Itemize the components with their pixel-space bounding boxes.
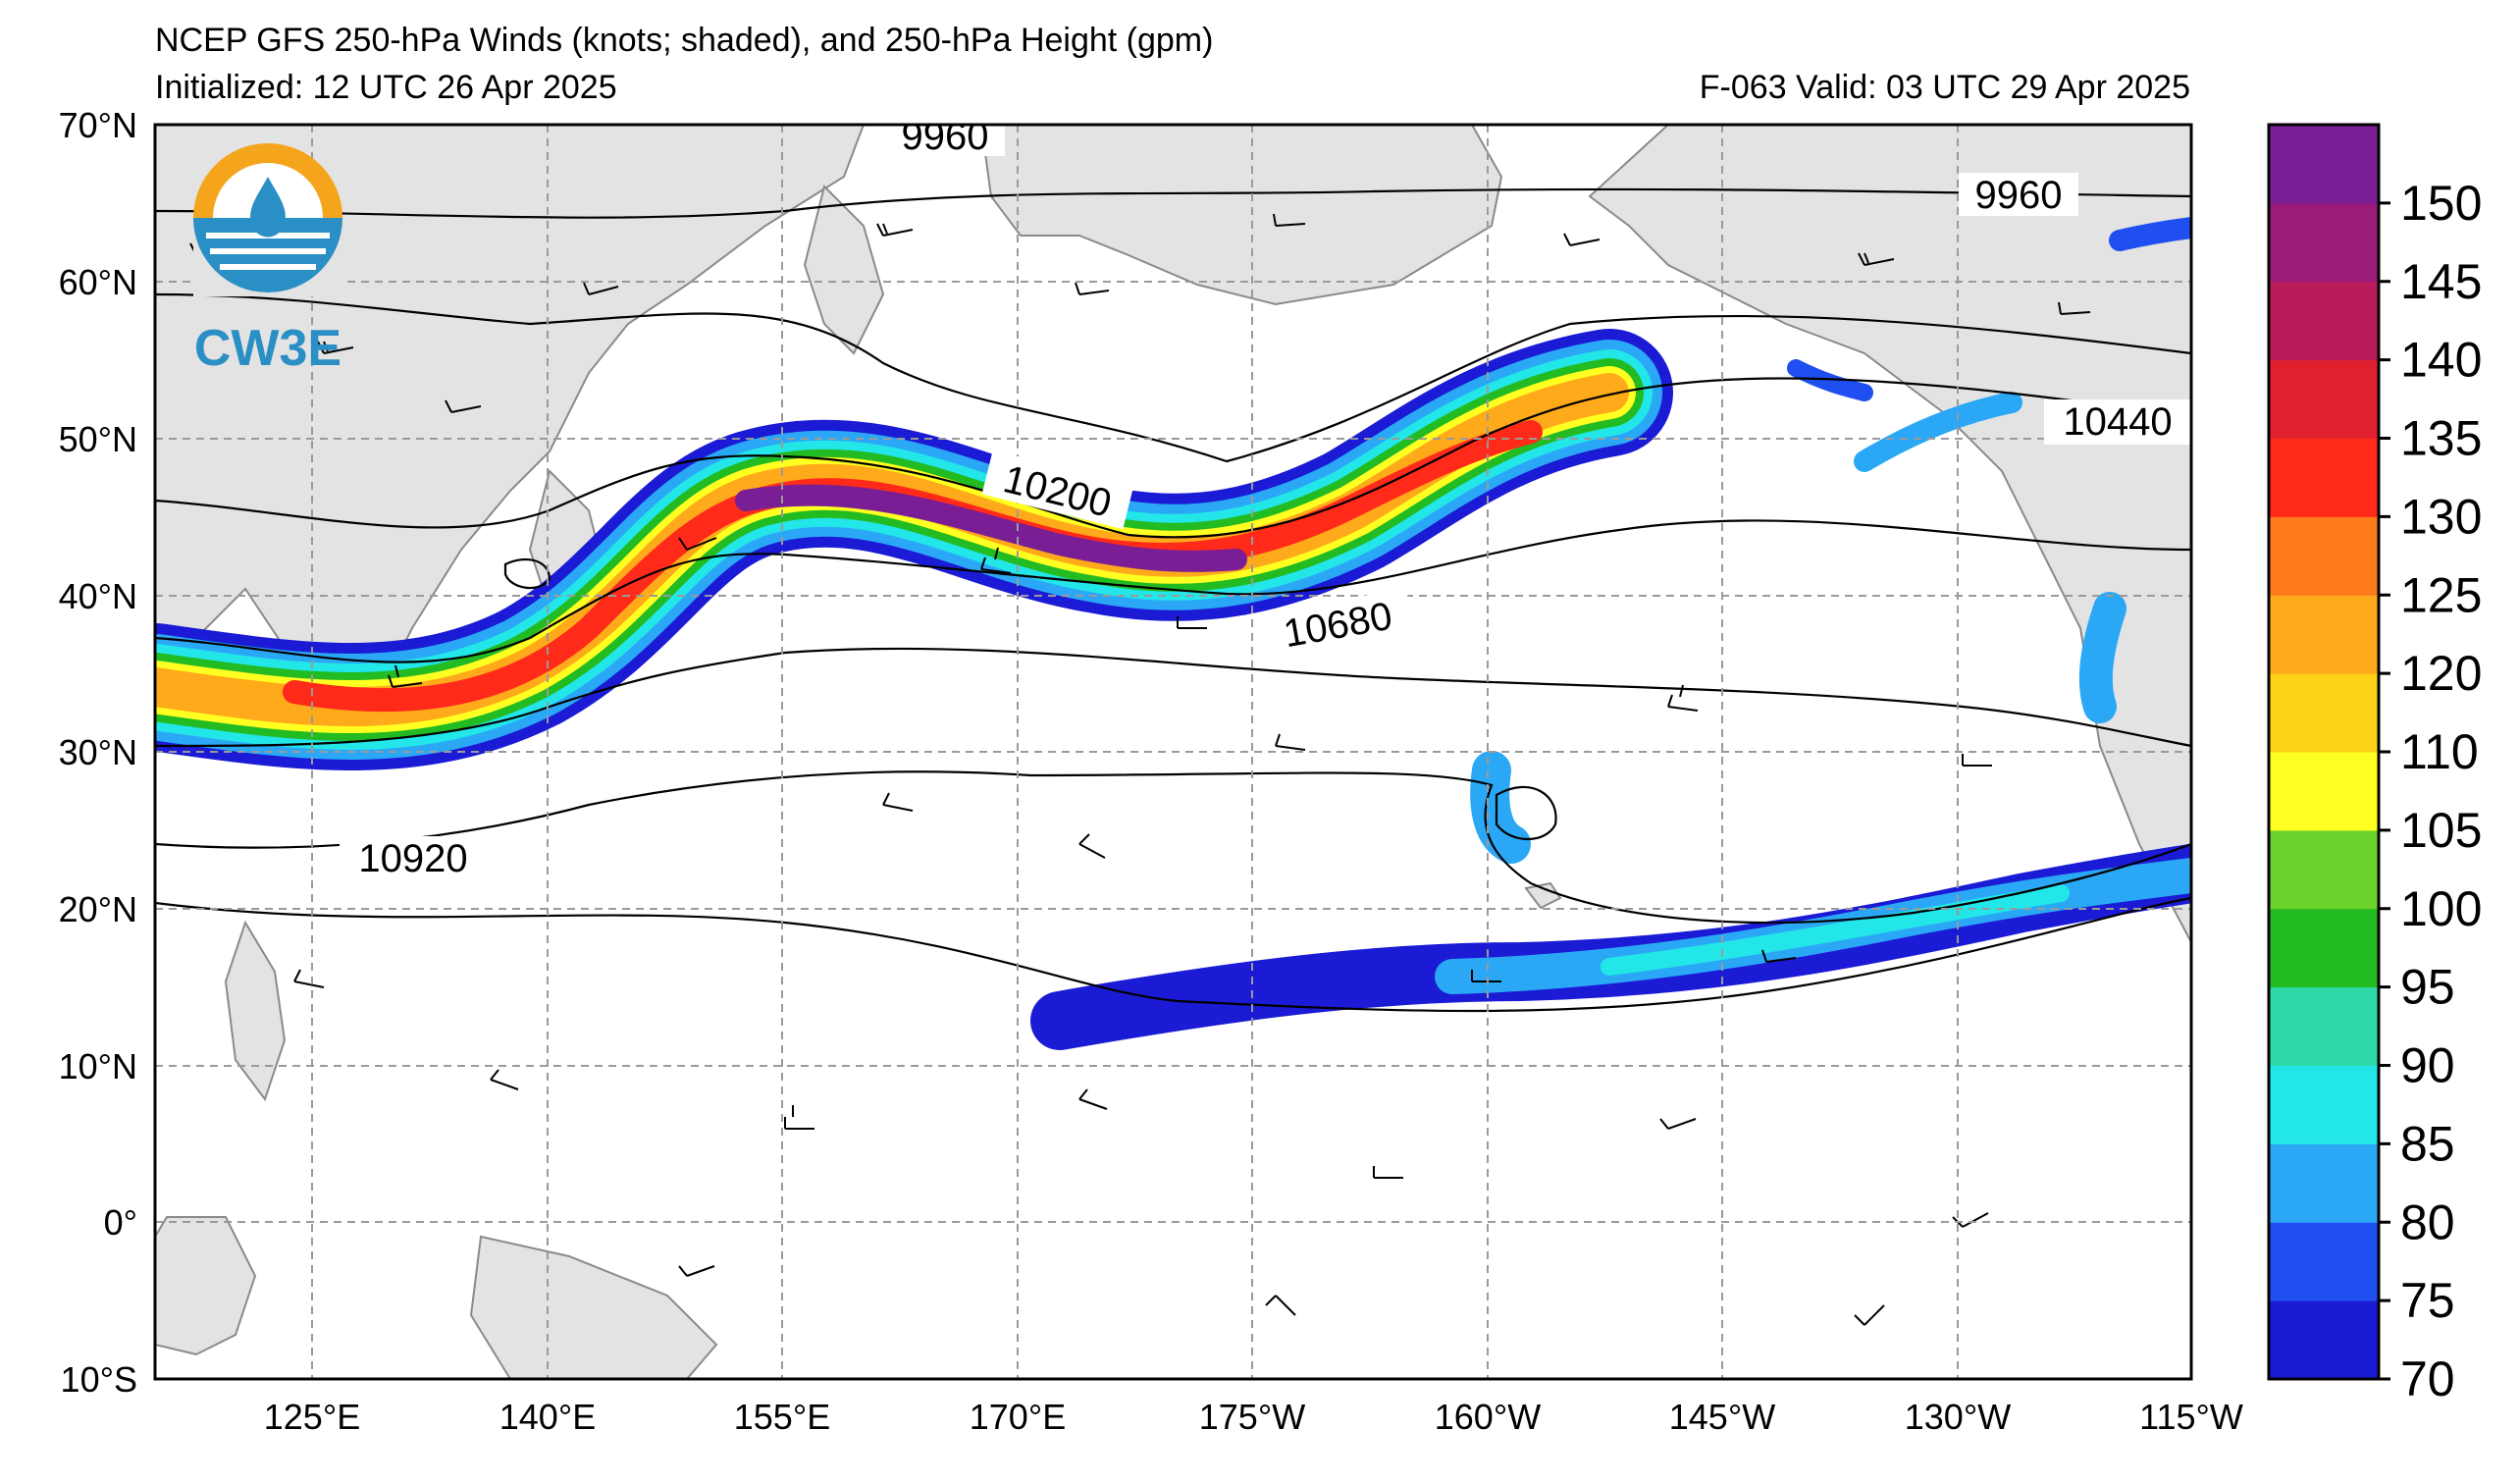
colorbar-segment xyxy=(2269,1222,2379,1301)
colorbar-tick-label: 90 xyxy=(2400,1038,2455,1093)
lat-label-30n: 30°N xyxy=(59,732,137,772)
colorbar-segment xyxy=(2269,752,2379,831)
lat-label-0: 0° xyxy=(104,1202,137,1243)
colorbar-tick-label: 135 xyxy=(2400,411,2482,466)
colorbar-tick-label: 130 xyxy=(2400,489,2482,544)
lat-label-10s: 10°S xyxy=(61,1359,137,1400)
lon-label-175w: 175°W xyxy=(1199,1397,1305,1437)
colorbar-tick-label: 70 xyxy=(2400,1351,2455,1406)
wind-speed-shading xyxy=(155,217,2191,1050)
colorbar-segment xyxy=(2269,1143,2379,1223)
lat-label-20n: 20°N xyxy=(59,889,137,929)
lat-lon-grid xyxy=(155,125,2191,1379)
lon-label-140e: 140°E xyxy=(499,1397,596,1437)
lon-label-155e: 155°E xyxy=(734,1397,830,1437)
contour-label-9960-b: 9960 xyxy=(1975,174,2063,217)
cw3e-logo: CW3E xyxy=(193,143,342,377)
contour-label-10440: 10440 xyxy=(2063,400,2172,444)
map-frame xyxy=(153,123,2193,1381)
colorbar-tick-label: 110 xyxy=(2400,724,2479,779)
lat-label-50n: 50°N xyxy=(59,419,137,459)
lat-label-60n: 60°N xyxy=(59,262,137,302)
height-contours xyxy=(155,187,2191,1013)
colorbar-segment xyxy=(2269,359,2379,439)
colorbar-segment xyxy=(2269,595,2379,674)
lat-label-70n: 70°N xyxy=(59,105,137,145)
colorbar-tick-label: 100 xyxy=(2400,881,2482,936)
colorbar-segment xyxy=(2269,438,2379,517)
logo-text: CW3E xyxy=(194,320,341,377)
colorbar-segment xyxy=(2269,908,2379,988)
land-alaska xyxy=(979,125,1503,306)
colorbar-segment xyxy=(2269,829,2379,910)
contour-label-9960-a: 9960 xyxy=(902,115,989,158)
map-title: NCEP GFS 250-hPa Winds (knots; shaded), … xyxy=(155,22,1214,59)
colorbar-segment xyxy=(2269,1065,2379,1144)
colorbar-segment xyxy=(2269,986,2379,1066)
colorbar-tick-label: 125 xyxy=(2400,567,2482,622)
land-hawaii xyxy=(1524,881,1562,910)
land-new-guinea xyxy=(469,1235,718,1379)
colorbar-tick-label: 140 xyxy=(2400,333,2482,388)
lon-label-145w: 145°W xyxy=(1669,1397,1775,1437)
contour-labels: 9960 9960 10200 10440 10680 10920 xyxy=(340,115,2191,881)
contour-label-10920: 10920 xyxy=(358,837,467,880)
lon-label-125e: 125°E xyxy=(264,1397,360,1437)
valid-time: F-063 Valid: 03 UTC 29 Apr 2025 xyxy=(1699,69,2190,106)
wind-barbs xyxy=(189,213,2091,1326)
colorbar-segment xyxy=(2269,202,2379,283)
colorbar-segment xyxy=(2269,281,2379,361)
colorbar-tick-label: 80 xyxy=(2400,1194,2455,1249)
lat-label-10n: 10°N xyxy=(59,1046,137,1086)
colorbar-tick-label: 120 xyxy=(2400,646,2482,701)
colorbar-tick-label: 95 xyxy=(2400,960,2455,1015)
colorbar-tick-label: 105 xyxy=(2400,803,2482,858)
colorbar-segment xyxy=(2269,125,2379,204)
colorbar-tick-label: 85 xyxy=(2400,1116,2455,1171)
colorbar-tick-label: 145 xyxy=(2400,254,2482,309)
colorbar-segment xyxy=(2269,673,2379,753)
lon-axis: 125°E 140°E 155°E 170°E 175°W 160°W 145°… xyxy=(264,1397,2243,1437)
lat-label-40n: 40°N xyxy=(59,576,137,616)
colorbar-tick-label: 150 xyxy=(2400,176,2482,231)
colorbar-segment xyxy=(2269,516,2379,596)
colorbar: 70 75 80 85 90 95 100 105 110 120 125 130 135 140 145 1… xyxy=(2267,123,2482,1406)
lon-label-160w: 160°W xyxy=(1435,1397,1541,1437)
lon-label-130w: 130°W xyxy=(1905,1397,2011,1437)
initialized-time: Initialized: 12 UTC 26 Apr 2025 xyxy=(155,69,617,106)
lon-label-170e: 170°E xyxy=(970,1397,1066,1437)
land-philippines xyxy=(224,920,287,1102)
land-borneo-sulawesi xyxy=(155,1216,257,1356)
lat-axis: 70°N 60°N 50°N 40°N 30°N 20°N 10°N 0° 10… xyxy=(59,105,137,1400)
colorbar-tick-label: 75 xyxy=(2400,1273,2455,1328)
land-kamchatka xyxy=(803,185,885,355)
colorbar-segment xyxy=(2269,1300,2379,1380)
lon-label-115w: 115°W xyxy=(2139,1397,2243,1437)
